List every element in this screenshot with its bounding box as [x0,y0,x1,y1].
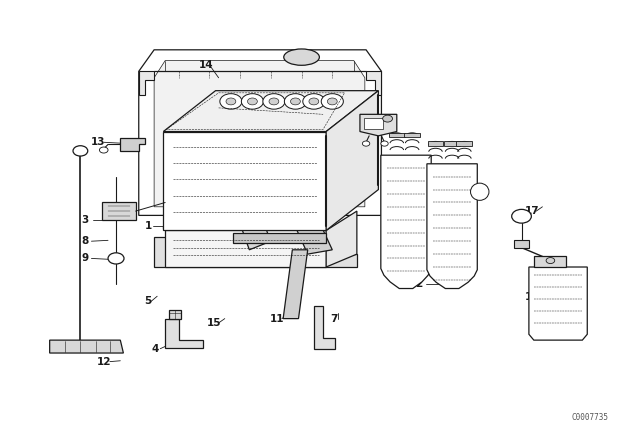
Text: 15: 15 [207,318,221,328]
Circle shape [303,94,325,109]
Text: 14: 14 [199,60,214,70]
Polygon shape [165,230,326,267]
Ellipse shape [470,183,489,200]
Polygon shape [219,164,271,250]
Text: C0007735: C0007735 [572,413,609,422]
Circle shape [269,98,279,105]
Polygon shape [154,60,365,207]
Bar [170,310,180,319]
Circle shape [328,98,337,105]
Polygon shape [381,155,431,289]
Text: 10: 10 [325,187,340,197]
Bar [444,142,460,146]
Polygon shape [163,132,329,230]
Polygon shape [326,90,378,230]
Text: 5: 5 [145,297,152,306]
Polygon shape [534,256,566,267]
Text: 6: 6 [372,114,379,124]
Circle shape [546,258,555,263]
Polygon shape [233,233,326,243]
Text: 11: 11 [269,314,284,323]
Circle shape [248,98,257,105]
Text: 17: 17 [525,206,540,216]
Polygon shape [283,250,308,319]
Text: 1: 1 [145,221,152,231]
Text: 2: 2 [415,279,422,289]
Polygon shape [139,50,381,215]
Polygon shape [120,138,145,151]
Bar [163,132,326,230]
Polygon shape [102,202,136,220]
Text: 12: 12 [97,357,111,366]
Circle shape [362,141,370,146]
Polygon shape [139,71,154,95]
Text: 3: 3 [82,215,89,225]
Polygon shape [50,340,124,353]
Circle shape [381,141,388,146]
Polygon shape [366,71,381,95]
Circle shape [73,146,88,156]
Bar [514,240,529,248]
Circle shape [263,94,285,109]
Bar [404,133,420,137]
Polygon shape [165,319,204,348]
Ellipse shape [284,49,319,65]
Circle shape [291,98,300,105]
Polygon shape [271,164,332,254]
Circle shape [99,147,108,153]
Text: 16: 16 [525,292,540,302]
Bar [364,118,383,129]
Bar [389,133,404,137]
Bar [456,142,472,146]
Polygon shape [314,306,335,349]
Circle shape [220,94,242,109]
Text: 13: 13 [90,137,105,147]
Circle shape [241,94,264,109]
Text: 4: 4 [152,344,159,354]
Circle shape [108,253,124,264]
Polygon shape [427,164,477,289]
Polygon shape [154,237,357,267]
Text: 9: 9 [82,254,89,263]
Bar [428,142,444,146]
Circle shape [309,98,319,105]
Polygon shape [326,211,357,267]
Polygon shape [529,267,588,340]
Circle shape [321,94,343,109]
Text: 7: 7 [330,314,338,323]
Polygon shape [163,90,378,132]
Circle shape [284,94,307,109]
Polygon shape [360,114,397,136]
Circle shape [512,209,531,223]
Text: 8: 8 [82,236,89,246]
Circle shape [383,115,392,122]
Circle shape [226,98,236,105]
